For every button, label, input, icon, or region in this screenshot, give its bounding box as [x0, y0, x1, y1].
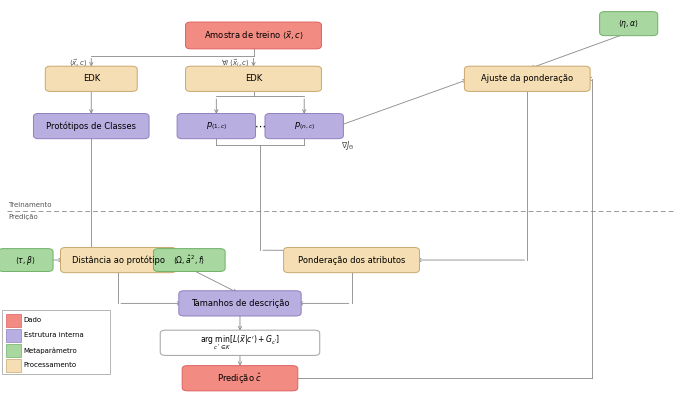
- FancyBboxPatch shape: [265, 113, 343, 139]
- Text: Protótipos de Classes: Protótipos de Classes: [46, 121, 137, 131]
- FancyBboxPatch shape: [185, 22, 322, 49]
- Text: $\cdots$: $\cdots$: [254, 121, 266, 131]
- FancyBboxPatch shape: [6, 314, 21, 327]
- Text: Predição $\hat{c}$: Predição $\hat{c}$: [217, 371, 263, 385]
- Text: EDK: EDK: [245, 74, 262, 83]
- Text: $\langle \tau, \beta \rangle$: $\langle \tau, \beta \rangle$: [16, 254, 36, 266]
- Text: Tamanhos de descrição: Tamanhos de descrição: [191, 299, 289, 308]
- Text: Ponderação dos atributos: Ponderação dos atributos: [298, 256, 405, 264]
- Text: Dado: Dado: [24, 317, 42, 323]
- FancyBboxPatch shape: [284, 247, 419, 273]
- FancyBboxPatch shape: [6, 329, 21, 342]
- FancyBboxPatch shape: [160, 330, 320, 355]
- Text: Predição: Predição: [8, 214, 38, 220]
- Text: $p_{(n,c)}$: $p_{(n,c)}$: [293, 120, 315, 132]
- FancyBboxPatch shape: [2, 310, 110, 374]
- Text: Ajuste da ponderação: Ajuste da ponderação: [481, 74, 573, 83]
- FancyBboxPatch shape: [177, 113, 256, 139]
- Text: $\langle \Omega, \hat{a}^2, f \rangle$: $\langle \Omega, \hat{a}^2, f \rangle$: [173, 254, 206, 266]
- FancyBboxPatch shape: [61, 247, 176, 273]
- Text: Processamento: Processamento: [24, 362, 77, 368]
- FancyBboxPatch shape: [182, 366, 297, 391]
- Text: Estrutura interna: Estrutura interna: [24, 332, 83, 338]
- FancyBboxPatch shape: [464, 66, 590, 91]
- Text: $\forall i\;\langle \vec{x}_i, c \rangle$: $\forall i\;\langle \vec{x}_i, c \rangle…: [222, 58, 250, 69]
- Text: Distância ao protótipo: Distância ao protótipo: [72, 255, 165, 265]
- FancyBboxPatch shape: [34, 113, 149, 139]
- Text: $\langle \eta, \alpha \rangle$: $\langle \eta, \alpha \rangle$: [618, 17, 639, 30]
- Text: $\langle \vec{x}, c \rangle$: $\langle \vec{x}, c \rangle$: [70, 58, 88, 69]
- Text: Treinamento: Treinamento: [8, 202, 51, 208]
- FancyBboxPatch shape: [185, 66, 322, 91]
- Text: Metaparâmetro: Metaparâmetro: [24, 347, 78, 353]
- Text: Amostra de treino $\langle \vec{x}, c \rangle$: Amostra de treino $\langle \vec{x}, c \r…: [203, 30, 304, 41]
- FancyBboxPatch shape: [178, 291, 301, 316]
- Text: EDK: EDK: [82, 74, 100, 83]
- Text: $p_{(1,c)}$: $p_{(1,c)}$: [206, 120, 227, 132]
- FancyBboxPatch shape: [6, 359, 21, 372]
- FancyBboxPatch shape: [45, 66, 137, 91]
- FancyBboxPatch shape: [0, 249, 53, 271]
- Text: $\nabla J_\Theta$: $\nabla J_\Theta$: [341, 139, 355, 152]
- FancyBboxPatch shape: [153, 249, 225, 271]
- FancyBboxPatch shape: [600, 12, 658, 36]
- Text: $\arg\min_{c'\in K}[L(\vec{x}|c')+G_{c'}]$: $\arg\min_{c'\in K}[L(\vec{x}|c')+G_{c'}…: [200, 334, 280, 352]
- FancyBboxPatch shape: [6, 344, 21, 357]
